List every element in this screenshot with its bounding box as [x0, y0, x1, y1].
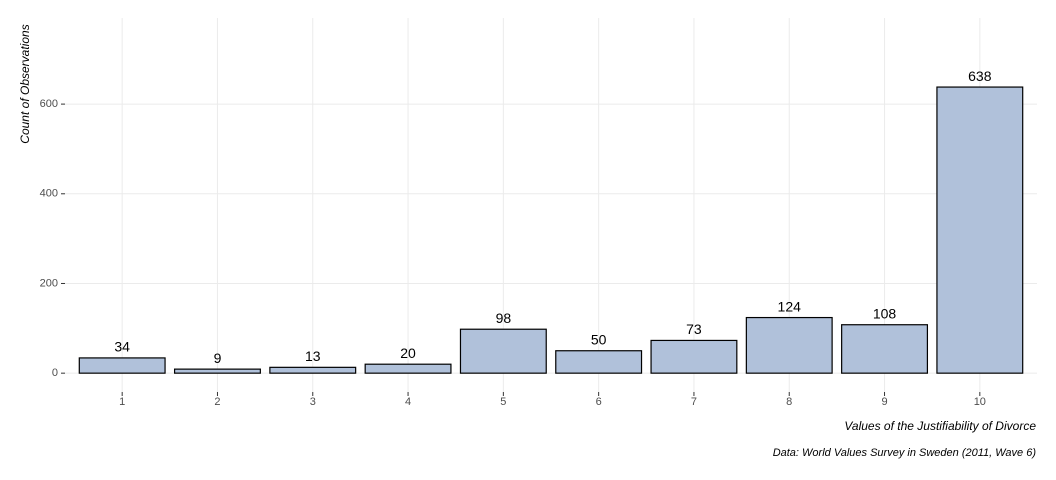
y-tick-label: 0: [52, 367, 58, 379]
data-label: 108: [873, 305, 897, 321]
data-label: 98: [496, 310, 512, 326]
x-tick-label: 8: [786, 396, 792, 408]
x-tick-label: 10: [974, 396, 986, 408]
bar: [173, 368, 261, 374]
bar: [78, 357, 166, 374]
bar: [936, 86, 1024, 374]
x-tick-label: 6: [596, 396, 602, 408]
data-label: 13: [305, 348, 321, 364]
data-label: 9: [214, 350, 222, 366]
data-label: 34: [114, 339, 130, 355]
x-tick-label: 7: [691, 396, 697, 408]
caption: Data: World Values Survey in Sweden (201…: [773, 447, 1037, 459]
x-tick-label: 4: [405, 396, 411, 408]
bar: [841, 324, 929, 374]
bar: [459, 328, 547, 374]
x-tick-label: 5: [500, 396, 506, 408]
data-label: 50: [591, 331, 607, 347]
y-tick-label: 600: [40, 98, 58, 110]
x-tick-label: 3: [310, 396, 316, 408]
x-tick-label: 1: [119, 396, 125, 408]
bar: [650, 339, 738, 374]
data-label: 638: [968, 68, 992, 84]
bar: [364, 363, 452, 374]
bar: [555, 350, 643, 374]
y-tick-label: 200: [40, 277, 58, 289]
bar: [745, 316, 833, 374]
data-label: 73: [686, 321, 702, 337]
x-tick-label: 9: [881, 396, 887, 408]
data-label: 124: [778, 298, 802, 314]
data-label: 20: [400, 345, 416, 361]
x-tick-label: 2: [214, 396, 220, 408]
bar: [269, 366, 357, 374]
y-axis-label: Count of Observations: [18, 24, 32, 143]
x-axis-label: Values of the Justifiability of Divorce: [844, 419, 1036, 433]
y-tick-label: 400: [40, 188, 58, 200]
